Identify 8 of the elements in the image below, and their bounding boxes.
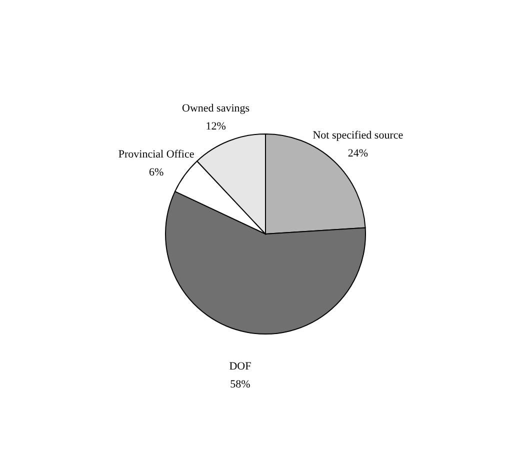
slice-label: Owned savings bbox=[182, 102, 250, 114]
data-label: 24% bbox=[348, 148, 368, 160]
data-label: 58% bbox=[230, 378, 250, 391]
slice-label: Provincial Office bbox=[118, 148, 194, 161]
slice-label: Not specified source bbox=[312, 130, 404, 142]
data-label: 12% bbox=[206, 120, 226, 132]
slice-label: DOF bbox=[229, 360, 252, 373]
data-label: 6% bbox=[148, 166, 164, 179]
